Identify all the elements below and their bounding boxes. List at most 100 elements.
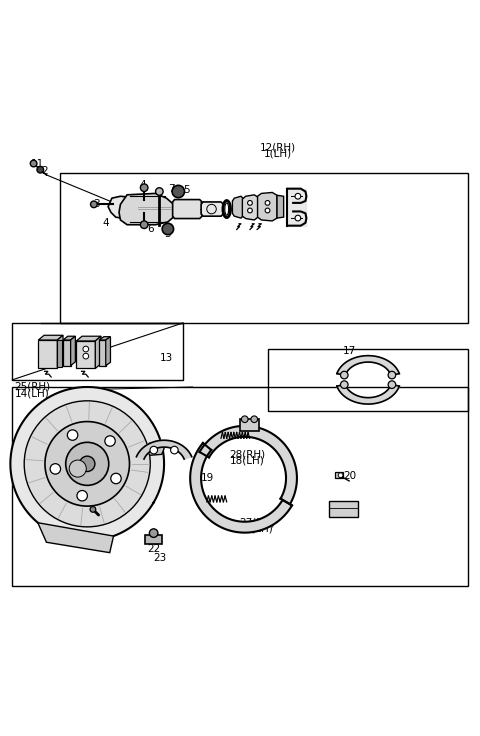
Circle shape — [265, 200, 270, 205]
Circle shape — [140, 221, 148, 228]
Circle shape — [111, 473, 121, 484]
Circle shape — [340, 371, 348, 379]
Bar — [12, 387, 468, 587]
Circle shape — [149, 529, 158, 537]
Polygon shape — [71, 336, 75, 366]
Text: 19: 19 — [201, 473, 215, 483]
Circle shape — [90, 506, 96, 512]
Circle shape — [150, 446, 157, 454]
Polygon shape — [63, 336, 75, 340]
Polygon shape — [106, 336, 110, 366]
Circle shape — [170, 446, 178, 454]
Text: 1(LH): 1(LH) — [264, 149, 292, 158]
Polygon shape — [200, 426, 297, 504]
Text: 4: 4 — [103, 219, 109, 228]
Circle shape — [340, 381, 348, 389]
Text: 23: 23 — [154, 553, 167, 563]
Text: 10: 10 — [199, 202, 213, 212]
Bar — [12, 323, 183, 380]
Bar — [240, 420, 259, 431]
Circle shape — [80, 456, 95, 472]
Polygon shape — [232, 197, 244, 218]
Text: 26(RH): 26(RH) — [59, 495, 95, 505]
Text: 13: 13 — [159, 353, 173, 363]
Polygon shape — [76, 341, 96, 369]
Circle shape — [24, 401, 150, 527]
Polygon shape — [11, 387, 164, 541]
Circle shape — [67, 430, 78, 440]
Text: 14(LH): 14(LH) — [14, 388, 49, 398]
Polygon shape — [173, 199, 202, 219]
Polygon shape — [242, 195, 258, 220]
Circle shape — [338, 473, 343, 478]
Circle shape — [37, 166, 44, 173]
Circle shape — [295, 194, 301, 199]
Circle shape — [91, 201, 97, 208]
Text: 4: 4 — [139, 180, 146, 191]
Bar — [268, 349, 468, 411]
Text: 5: 5 — [183, 185, 190, 195]
Text: 25(RH): 25(RH) — [14, 382, 51, 392]
Polygon shape — [201, 202, 223, 216]
Polygon shape — [335, 473, 343, 478]
Circle shape — [105, 436, 115, 446]
Text: 7: 7 — [168, 184, 175, 194]
Polygon shape — [258, 192, 277, 221]
Circle shape — [30, 160, 37, 167]
Circle shape — [248, 200, 252, 205]
Circle shape — [156, 188, 163, 195]
Text: 21: 21 — [337, 508, 350, 517]
Circle shape — [77, 490, 87, 501]
Polygon shape — [119, 194, 175, 224]
Circle shape — [295, 215, 301, 221]
Polygon shape — [337, 384, 399, 404]
Text: 3: 3 — [94, 199, 100, 209]
Bar — [60, 174, 468, 323]
Text: 20: 20 — [343, 471, 357, 481]
Text: 22: 22 — [147, 544, 160, 554]
Polygon shape — [190, 443, 292, 533]
Circle shape — [388, 381, 396, 389]
Text: 11: 11 — [30, 159, 44, 169]
Text: 15(LH): 15(LH) — [59, 501, 94, 511]
Polygon shape — [38, 523, 113, 553]
Polygon shape — [147, 443, 164, 456]
Circle shape — [66, 442, 109, 485]
Ellipse shape — [225, 203, 228, 215]
Polygon shape — [99, 340, 106, 366]
Polygon shape — [136, 440, 192, 459]
Polygon shape — [108, 197, 138, 219]
Polygon shape — [96, 336, 101, 369]
Circle shape — [83, 353, 89, 359]
Polygon shape — [63, 340, 71, 366]
Text: 2: 2 — [41, 166, 48, 176]
Polygon shape — [277, 195, 284, 218]
Circle shape — [45, 422, 130, 506]
Text: 9: 9 — [223, 206, 230, 216]
Polygon shape — [76, 336, 101, 341]
Polygon shape — [38, 336, 63, 340]
Circle shape — [265, 208, 270, 213]
Text: 18(LH): 18(LH) — [229, 456, 264, 465]
Text: 16(LH): 16(LH) — [239, 523, 274, 534]
Polygon shape — [57, 336, 63, 367]
Circle shape — [140, 184, 148, 191]
Text: 27(RH): 27(RH) — [239, 517, 275, 527]
Circle shape — [251, 416, 258, 422]
Circle shape — [248, 208, 252, 213]
Polygon shape — [57, 341, 62, 367]
Polygon shape — [38, 340, 57, 367]
Text: 17: 17 — [343, 347, 356, 356]
Ellipse shape — [172, 185, 184, 198]
Circle shape — [388, 371, 396, 379]
Text: 12(RH): 12(RH) — [260, 142, 296, 152]
Text: 24: 24 — [92, 509, 105, 519]
Circle shape — [69, 460, 86, 477]
Bar — [145, 535, 162, 544]
Text: 5: 5 — [165, 229, 171, 238]
Polygon shape — [337, 355, 399, 375]
Ellipse shape — [162, 223, 174, 235]
Text: 6: 6 — [147, 224, 154, 234]
Polygon shape — [329, 500, 358, 517]
Circle shape — [83, 346, 89, 352]
